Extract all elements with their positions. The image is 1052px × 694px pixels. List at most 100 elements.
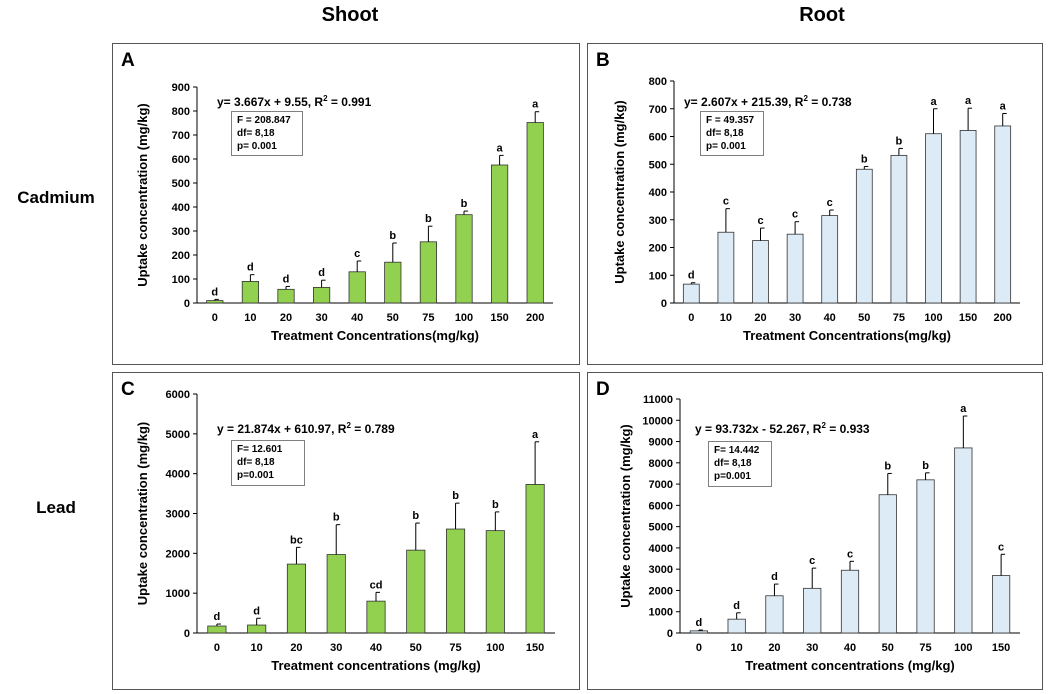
- row-header-lead: Lead: [36, 498, 76, 517]
- x-tick-label: 50: [410, 642, 422, 654]
- x-tick-label: 200: [994, 312, 1012, 324]
- x-axis-label: Treatment Concentrations(mg/kg): [743, 328, 951, 343]
- significance-letter: b: [412, 510, 419, 522]
- bar: [959, 129, 977, 304]
- significance-letter: d: [688, 270, 695, 282]
- significance-letter: d: [283, 273, 290, 285]
- x-tick-label: 30: [806, 642, 818, 654]
- bar: [821, 215, 839, 304]
- significance-letter: b: [492, 499, 499, 511]
- y-tick-label: 500: [172, 178, 190, 190]
- significance-letter: cd: [370, 579, 383, 591]
- x-tick-label: 20: [768, 642, 780, 654]
- y-tick-label: 800: [172, 106, 190, 118]
- significance-letter: b: [389, 230, 396, 242]
- x-tick-label: 200: [526, 312, 544, 324]
- panel-letter: B: [596, 50, 610, 71]
- y-tick-label: 100: [649, 270, 667, 282]
- significance-letter: c: [847, 548, 853, 560]
- bar: [247, 624, 267, 634]
- significance-letter: b: [884, 460, 891, 472]
- x-tick-label: 20: [290, 642, 302, 654]
- y-tick-label: 0: [667, 628, 673, 640]
- bar: [890, 154, 908, 304]
- x-axis-label: Treatment concentrations (mg/kg): [745, 658, 954, 673]
- x-tick-label: 75: [449, 642, 461, 654]
- x-tick-label: 30: [315, 312, 327, 324]
- x-tick-label: 40: [370, 642, 382, 654]
- y-tick-label: 300: [649, 215, 667, 227]
- bar: [682, 283, 700, 304]
- x-tick-label: 75: [422, 312, 434, 324]
- chart-svg-c: C 0 1000 2000 3000 4000 5000 6000 d 0 d 10 bc 20 b 30 cd…: [121, 379, 555, 673]
- significance-letter: c: [757, 215, 763, 227]
- x-tick-label: 30: [330, 642, 342, 654]
- y-tick-label: 0: [184, 628, 190, 640]
- stats-box-b: F = 49.357 df= 8,18 p= 0.001: [700, 111, 764, 156]
- y-tick-label: 700: [649, 104, 667, 116]
- bar: [348, 271, 366, 304]
- y-tick-label: 10000: [642, 415, 673, 427]
- significance-letter: b: [861, 153, 868, 165]
- y-tick-label: 800: [649, 76, 667, 88]
- stats-df: df= 8,18: [714, 458, 752, 469]
- column-header-shoot: Shoot: [321, 4, 379, 26]
- x-tick-label: 100: [924, 312, 942, 324]
- significance-letter: a: [532, 429, 539, 441]
- stats-p: p=0.001: [237, 470, 274, 481]
- significance-letter: b: [896, 135, 903, 147]
- stats-box-d: F= 14.442 df= 8,18 p=0.001: [708, 441, 772, 487]
- column-header-root: Root: [799, 4, 845, 26]
- bar: [384, 261, 402, 304]
- y-tick-label: 100: [172, 274, 190, 286]
- chart-svg-b: B 0 100 200 300 400 500 600 700 800 d 0 c 10 c 20 c 30 c 40…: [596, 50, 1020, 343]
- panel-letter: A: [121, 50, 135, 71]
- chart-panel-c: C 0 1000 2000 3000 4000 5000 6000 d 0 d 10 bc 20 b 30 cd…: [112, 372, 580, 690]
- bar: [207, 625, 227, 634]
- significance-letter: d: [214, 611, 221, 623]
- x-tick-label: 0: [696, 642, 702, 654]
- y-axis-label: Uptake concentration (mg/kg): [135, 422, 150, 605]
- bar: [992, 575, 1011, 634]
- stats-p: p= 0.001: [706, 141, 746, 152]
- chart-panel-b: B 0 100 200 300 400 500 600 700 800 d 0 c 10 c 20 c 30 c 40…: [587, 43, 1043, 365]
- regression-equation-b: y= 2.607x + 215.39, R2 = 0.738: [684, 94, 852, 109]
- x-tick-label: 50: [858, 312, 870, 324]
- x-tick-label: 100: [486, 642, 504, 654]
- y-tick-label: 300: [172, 226, 190, 238]
- x-tick-label: 10: [731, 642, 743, 654]
- regression-equation-a: y= 3.667x + 9.55, R2 = 0.991: [217, 94, 372, 109]
- significance-letter: c: [723, 196, 729, 208]
- bar: [485, 530, 505, 634]
- x-tick-label: 10: [244, 312, 256, 324]
- bar: [954, 447, 973, 634]
- x-tick-label: 100: [455, 312, 473, 324]
- significance-letter: b: [461, 198, 468, 210]
- x-tick-label: 150: [959, 312, 977, 324]
- significance-letter: c: [809, 555, 815, 567]
- x-tick-label: 10: [720, 312, 732, 324]
- y-axis-label: Uptake concentration (mg/kg): [612, 100, 627, 283]
- significance-letter: c: [792, 209, 798, 221]
- y-tick-label: 400: [172, 202, 190, 214]
- x-tick-label: 0: [212, 312, 218, 324]
- x-tick-label: 0: [214, 642, 220, 654]
- x-tick-label: 20: [280, 312, 292, 324]
- stats-f: F = 208.847: [237, 115, 291, 126]
- bar: [326, 554, 346, 634]
- x-tick-label: 40: [844, 642, 856, 654]
- y-tick-label: 600: [172, 154, 190, 166]
- bar: [878, 494, 897, 634]
- stats-df: df= 8,18: [237, 128, 275, 139]
- significance-letter: c: [354, 248, 360, 260]
- significance-letter: d: [318, 267, 325, 279]
- significance-letter: b: [452, 490, 459, 502]
- y-axis-label: Uptake concentration (mg/kg): [135, 103, 150, 286]
- stats-df: df= 8,18: [706, 128, 744, 139]
- panel-letter: D: [596, 379, 610, 400]
- significance-letter: a: [965, 95, 972, 107]
- significance-letter: d: [733, 600, 740, 612]
- stats-p: p=0.001: [714, 471, 751, 482]
- x-tick-label: 150: [490, 312, 508, 324]
- significance-letter: a: [1000, 100, 1007, 112]
